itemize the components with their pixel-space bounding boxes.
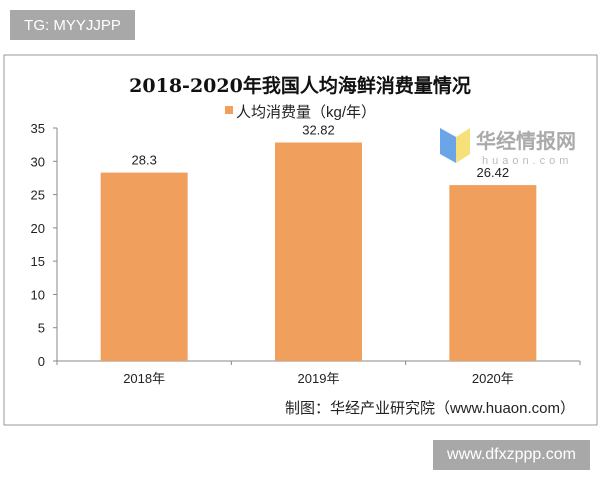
data-label: 28.3 (132, 153, 157, 168)
x-tick-label: 2020年 (472, 371, 514, 386)
y-tick-label: 10 (31, 287, 45, 302)
y-tick-label: 20 (31, 221, 45, 236)
chart-title: 2018-2020年我国人均海鲜消费量情况 (129, 74, 471, 97)
source-note: 制图：华经产业研究院（www.huaon.com） (285, 399, 575, 417)
legend-swatch (225, 106, 233, 114)
data-label: 26.42 (477, 165, 510, 180)
y-tick-label: 15 (31, 254, 45, 269)
legend-label: 人均消费量（kg/年） (236, 104, 376, 121)
watermark-bottom: www.dfxzppp.com (433, 440, 590, 470)
x-tick-label: 2018年 (123, 371, 165, 386)
bar (100, 172, 188, 361)
bar (275, 142, 362, 361)
y-tick-label: 25 (31, 188, 45, 203)
y-tick-label: 35 (31, 121, 45, 136)
y-tick-label: 30 (31, 154, 45, 169)
bar (449, 185, 537, 361)
logo-right-icon (456, 128, 470, 163)
data-label: 32.82 (302, 123, 335, 138)
watermark-top: TG: MYYJJPP (10, 10, 135, 40)
logo-text: 华经情报网 (476, 129, 576, 153)
x-tick-label: 2019年 (298, 371, 340, 386)
huaon-logo: 华经情报网 huaon.com (440, 128, 576, 167)
y-tick-label: 5 (38, 321, 45, 336)
logo-sub: huaon.com (482, 155, 572, 167)
logo-left-icon (440, 128, 456, 163)
y-tick-label: 0 (38, 354, 45, 369)
